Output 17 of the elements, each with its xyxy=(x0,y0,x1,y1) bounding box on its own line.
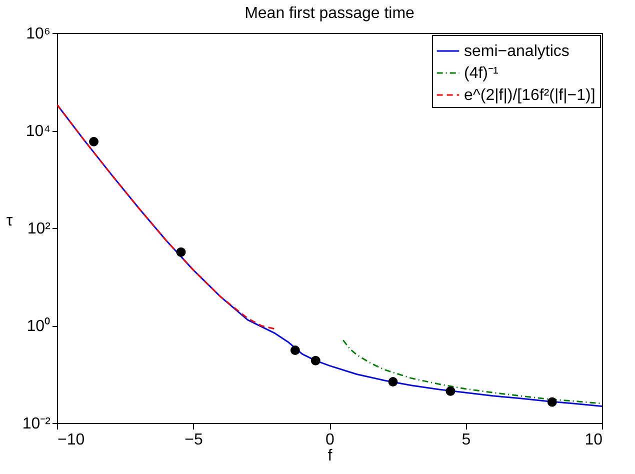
x-tick-label: −10 xyxy=(58,432,85,448)
legend-label: semi−analytics xyxy=(464,43,570,60)
y-tick-label: 10⁻² xyxy=(22,416,52,432)
line-series xyxy=(57,104,276,330)
x-tick-label: 5 xyxy=(462,432,471,448)
legend-label: e^(2|f|)/[16f²(|f|−1)] xyxy=(464,87,596,104)
y-tick-label: 10⁰ xyxy=(26,317,50,335)
y-tick-label: 10² xyxy=(27,220,52,238)
legend-label: (4f)⁻¹ xyxy=(464,65,498,82)
y-axis-title: τ xyxy=(6,212,14,230)
y-tick-label: 10⁴ xyxy=(26,123,51,140)
x-tick-label: 10 xyxy=(584,432,603,448)
y-tick-label: 10⁶ xyxy=(26,26,50,42)
x-axis-title: f xyxy=(328,448,333,464)
x-tick-label: 0 xyxy=(326,432,335,448)
x-tick-label: −5 xyxy=(184,432,203,448)
chart-title: Mean first passage time xyxy=(244,5,415,22)
